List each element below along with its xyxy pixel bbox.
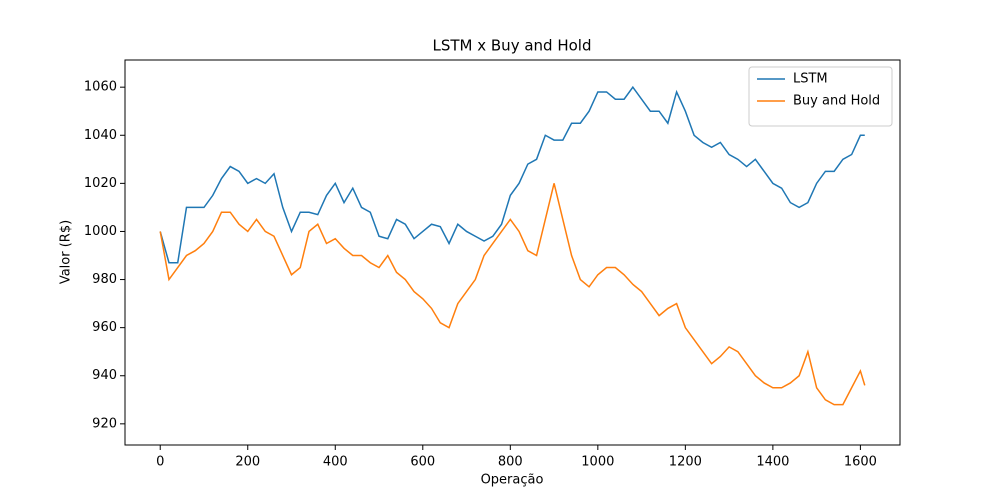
plot-frame — [124, 59, 901, 446]
y-tick-label: 1020 — [84, 176, 117, 191]
y-tick-label: 920 — [92, 416, 117, 431]
x-tick-label: 1200 — [669, 455, 702, 470]
x-tick-label: 1400 — [756, 455, 789, 470]
x-tick-label: 1000 — [581, 455, 614, 470]
y-tick-label: 1040 — [84, 128, 117, 143]
x-tick-label: 800 — [498, 455, 523, 470]
y-axis-label: Valor (R$) — [59, 220, 74, 284]
legend-box — [748, 66, 893, 127]
y-tick-label: 940 — [92, 368, 117, 383]
y-tick-label: 1060 — [84, 80, 117, 95]
x-tick-label: 0 — [156, 455, 164, 470]
x-tick-label: 400 — [323, 455, 348, 470]
x-tick-label: 1600 — [844, 455, 877, 470]
legend-label: LSTM — [793, 72, 828, 87]
y-tick-label: 960 — [92, 320, 117, 335]
line-series — [159, 183, 866, 406]
chart-title: LSTM x Buy and Hold — [433, 37, 592, 55]
x-tick-label: 600 — [410, 455, 435, 470]
x-tick-label: 200 — [235, 455, 260, 470]
y-tick-label: 980 — [92, 272, 117, 287]
x-axis-label: Operação — [481, 473, 544, 488]
y-tick-label: 1000 — [84, 224, 117, 239]
legend-label: Buy and Hold — [793, 94, 880, 109]
line-series — [159, 85, 865, 264]
